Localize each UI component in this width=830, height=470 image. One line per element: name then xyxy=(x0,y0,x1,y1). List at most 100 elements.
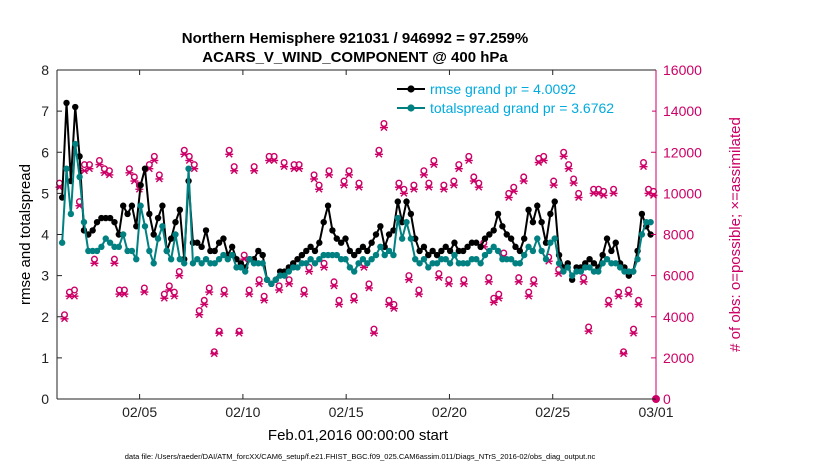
series-point-0 xyxy=(346,247,354,255)
obs-possible-marker xyxy=(405,272,413,280)
series-point-1 xyxy=(364,260,371,267)
obs-possible-marker xyxy=(270,152,278,160)
series-point-0 xyxy=(494,210,502,218)
x-tick-label: 02/10 xyxy=(225,404,260,420)
legend-box xyxy=(392,78,652,118)
obs-assimilated-marker xyxy=(150,156,159,164)
obs-assimilated-marker xyxy=(379,124,388,132)
series-point-1 xyxy=(72,140,79,148)
obs-possible-marker xyxy=(155,171,163,179)
obs-possible-marker xyxy=(550,177,558,185)
series-point-1 xyxy=(263,276,271,283)
obs-possible-marker xyxy=(165,282,173,290)
series-point-0 xyxy=(534,202,541,209)
series-point-1 xyxy=(58,239,66,246)
y-tick-label: 5 xyxy=(41,185,49,201)
obs-assimilated-marker xyxy=(434,274,443,282)
series-point-1 xyxy=(595,268,602,275)
series-point-0 xyxy=(442,243,449,251)
obs-possible-marker xyxy=(325,167,333,175)
y-tick-label: 6 xyxy=(41,144,49,160)
series-point-0 xyxy=(390,227,397,234)
series-point-1 xyxy=(106,239,114,246)
series-point-1 xyxy=(303,260,310,267)
obs-possible-marker xyxy=(610,185,618,193)
obs-assimilated-marker xyxy=(619,350,628,358)
legend: rmse grand pr = 4.0092 totalspread grand… xyxy=(392,78,652,118)
series-point-0 xyxy=(551,198,558,205)
y-right-tick-label: 10000 xyxy=(663,185,702,201)
series-point-0 xyxy=(364,247,371,255)
series-point-0 xyxy=(111,218,118,226)
series-point-0 xyxy=(141,165,149,172)
series-point-1 xyxy=(385,247,393,255)
obs-possible-marker xyxy=(380,119,388,127)
obs-possible-marker xyxy=(530,276,538,284)
obs-possible-marker xyxy=(70,286,78,294)
x-axis-label: Feb.01,2016 00:00:00 start xyxy=(268,427,449,444)
series-point-0 xyxy=(529,218,537,226)
obs-possible-marker xyxy=(415,286,423,294)
obs-assimilated-marker xyxy=(70,292,79,300)
series-point-0 xyxy=(507,235,515,242)
obs-assimilated-marker xyxy=(165,286,174,294)
y-right-tick-label: 8000 xyxy=(663,227,694,243)
obs-possible-marker xyxy=(120,286,128,294)
obs-possible-marker xyxy=(205,284,213,292)
obs-assimilated-marker xyxy=(614,292,623,300)
obs-assimilated-marker xyxy=(305,268,314,276)
obs-possible-marker xyxy=(110,255,118,263)
legend-rmse-label: rmse grand pr = 4.0092 xyxy=(430,81,576,97)
series-point-0 xyxy=(202,227,210,234)
series-point-1 xyxy=(167,255,175,263)
obs-assimilated-marker xyxy=(335,300,344,308)
y-right-tick-label: 0 xyxy=(663,391,671,407)
obs-possible-marker xyxy=(410,181,418,189)
obs-assimilated-marker xyxy=(419,171,428,179)
series-point-1 xyxy=(281,272,288,279)
obs-assimilated-marker xyxy=(524,292,533,300)
series-point-1 xyxy=(433,260,441,267)
obs-possible-marker xyxy=(240,251,248,259)
series-point-0 xyxy=(137,181,144,189)
obs-possible-marker xyxy=(310,171,318,179)
series-point-1 xyxy=(268,280,275,288)
axes: 0 1 2 3 4 5 6 7 8 0 2000 4000 6000 8000 10000 12000 1400… xyxy=(41,62,702,420)
series-point-1 xyxy=(333,251,340,259)
series-point-1 xyxy=(568,272,576,279)
y-right-tick-label: 12000 xyxy=(663,144,702,160)
series-point-1 xyxy=(316,255,323,263)
series-point-1 xyxy=(516,260,524,267)
legend-spread-marker xyxy=(407,104,415,112)
series-point-1 xyxy=(351,268,358,275)
obs-assimilated-marker xyxy=(549,181,558,189)
series-point-1 xyxy=(394,214,401,222)
obs-assimilated-marker xyxy=(225,150,234,158)
series-point-0 xyxy=(403,198,410,205)
obs-assimilated-marker xyxy=(160,294,169,302)
series-point-0 xyxy=(311,247,319,255)
y-axis-right-label: # of obs: o=possible; ×=assimilated xyxy=(727,117,744,352)
chart-title: Northern Hemisphere 921031 / 946992 = 97… xyxy=(182,30,528,47)
obs-possible-marker xyxy=(470,173,478,181)
x-tick-label: 02/15 xyxy=(329,404,364,420)
series-point-0 xyxy=(477,243,484,251)
series-point-1 xyxy=(346,264,354,271)
obs-assimilated-marker xyxy=(414,290,423,298)
series-point-0 xyxy=(394,198,401,205)
series-point-1 xyxy=(176,255,184,263)
obs-possible-marker xyxy=(330,278,338,286)
obs-assimilated-marker xyxy=(624,290,633,298)
obs-assimilated-marker xyxy=(609,189,618,197)
obs-assimilated-marker xyxy=(539,156,548,164)
obs-assimilated-marker xyxy=(280,163,289,171)
obs-assimilated-marker xyxy=(484,278,493,286)
series-point-1 xyxy=(446,260,454,267)
obs-possible-marker xyxy=(425,179,433,187)
series-point-1 xyxy=(377,243,384,251)
obs-assimilated-marker xyxy=(320,263,329,271)
obs-assimilated-marker xyxy=(140,288,149,296)
obs-possible-marker xyxy=(195,307,203,315)
series-point-0 xyxy=(433,251,441,259)
obs-assimilated-marker xyxy=(255,280,264,288)
